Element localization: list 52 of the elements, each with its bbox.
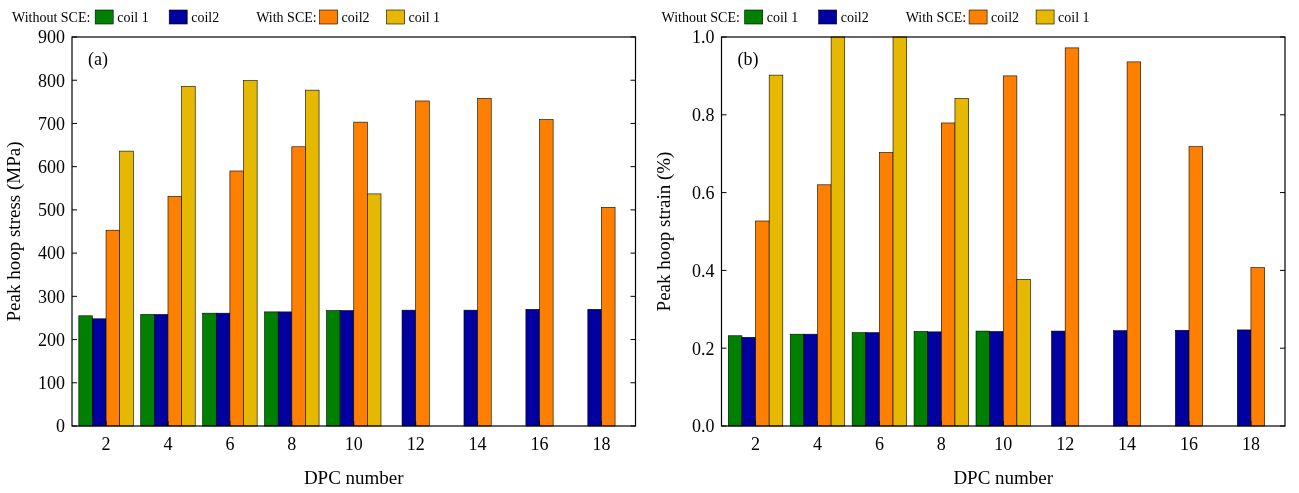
x-tick-label: 4: [812, 434, 822, 454]
text: Without SCE:: [12, 10, 91, 25]
x-tick-label: 8: [287, 434, 297, 454]
x-tick-label: 8: [936, 434, 946, 454]
y-tick-label: 0: [56, 416, 65, 437]
x-tick-label: 6: [225, 434, 235, 454]
y-tick-label: 0.4: [692, 260, 715, 281]
y-tick-label: 0.0: [692, 416, 715, 437]
x-tick-label: 18: [592, 434, 611, 454]
legend-label: coil 1: [1058, 10, 1090, 25]
legend-label: coil 1: [117, 10, 149, 25]
y-tick-label: 0.6: [692, 182, 715, 203]
annotation: (a): [88, 49, 108, 70]
legend-label: coil 1: [766, 10, 799, 25]
y-tick-label: 300: [38, 286, 65, 307]
y-tick-label: 500: [38, 200, 65, 221]
x-tick-label: 12: [406, 434, 425, 454]
annotation: (b): [737, 49, 759, 70]
text: With SCE:: [256, 10, 317, 25]
y-tick-label: 900: [38, 27, 65, 48]
y-axis-title: Peak hoop stress (MPa): [3, 141, 25, 322]
x-tick-label: 10: [344, 434, 363, 454]
y-tick-label: 1.0: [692, 27, 715, 48]
y-axis-title: Peak hoop strain (%): [652, 151, 675, 312]
y-tick-label: 0.8: [692, 105, 715, 126]
x-tick-label: 16: [530, 434, 549, 454]
x-tick-label: 2: [101, 434, 111, 454]
y-tick-label: 200: [38, 329, 65, 350]
x-tick-label: 12: [1056, 434, 1075, 454]
legend-label: coil2: [191, 10, 220, 25]
x-tick-label: 10: [994, 434, 1013, 454]
x-tick-label: 2: [751, 434, 761, 454]
y-tick-label: 700: [38, 113, 65, 134]
x-tick-label: 14: [468, 434, 487, 454]
x-tick-label: 6: [874, 434, 884, 454]
x-tick-label: 16: [1180, 434, 1199, 454]
y-tick-label: 600: [38, 156, 65, 177]
text: With SCE:: [905, 10, 967, 25]
legend-label: coil2: [840, 10, 869, 25]
y-tick-label: 800: [38, 70, 65, 91]
y-tick-label: 400: [38, 243, 65, 264]
legend-label: coil 1: [408, 10, 441, 25]
x-tick-label: 18: [1241, 434, 1260, 454]
text: Without SCE:: [661, 10, 740, 25]
x-tick-label: 14: [1118, 434, 1137, 454]
legend-label: coil2: [991, 10, 1020, 25]
x-tick-label: 4: [163, 434, 173, 454]
legend-label: coil2: [341, 10, 370, 25]
y-tick-label: 0.2: [692, 338, 715, 359]
x-axis-title: DPC number: [953, 467, 1054, 488]
x-axis-title: DPC number: [303, 467, 405, 488]
y-tick-label: 100: [38, 373, 65, 394]
